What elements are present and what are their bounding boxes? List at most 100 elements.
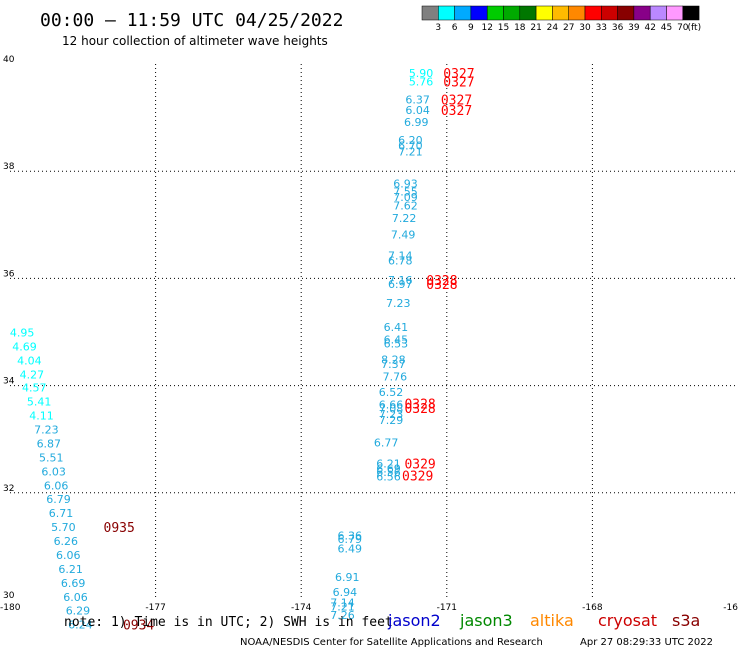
wave-height-label: 7.14 [330, 597, 355, 610]
wave-height-label: 6.49 [337, 543, 362, 556]
color-scale-label: 36 [612, 23, 624, 33]
color-swatch [421, 5, 439, 21]
x-tick-label: -168 [582, 603, 603, 613]
color-swatch [454, 5, 472, 21]
wave-height-label: 7.23 [379, 408, 404, 421]
color-scale-label: 30 [579, 23, 591, 33]
wave-height-label: 6.56 [376, 471, 401, 484]
wave-height-label: 7.29 [379, 414, 404, 427]
color-swatch [486, 5, 504, 21]
time-labels: 0327032703270327032803280328032803290329… [104, 67, 475, 634]
note-text: note: 1) Time is in UTC; 2) SWH is in fe… [64, 615, 393, 630]
wave-height-label: 6.79 [337, 533, 362, 546]
axis-ticks: -180 -177 -174 -171 -168 -16 30 32 34 36 38 40 [0, 55, 738, 613]
wave-height-label: 6.71 [49, 507, 74, 520]
wave-height-label: 5.76 [409, 76, 434, 89]
wave-height-label: 6.52 [379, 386, 404, 399]
wave-height-label: 6.70 [398, 139, 423, 152]
wave-height-label: 8.28 [381, 353, 406, 366]
wave-height-label: 7.26 [330, 609, 355, 622]
color-scale-label: 70 [677, 23, 689, 33]
color-scale-label: 6 [452, 23, 458, 33]
x-tick-label: -16 [723, 603, 738, 613]
wave-height-label: 7.21 [330, 600, 355, 613]
x-tick-label: -177 [145, 603, 165, 613]
color-swatch [649, 5, 667, 21]
wave-height-label: 6.20 [398, 134, 423, 147]
satellite-legend-s3a: s3a [672, 611, 700, 630]
satellite-legend-cryosat: cryosat [598, 611, 657, 630]
color-swatch [568, 5, 586, 21]
time-label: 0329 [402, 470, 433, 485]
x-tick-label: -180 [0, 603, 21, 613]
color-swatch [601, 5, 618, 21]
color-scale-legend: 3 6 9 12 15 18 21 24 27 30 33 36 39 42 45 70 (ft) [421, 5, 702, 33]
wave-height-label: 4.69 [12, 340, 37, 353]
time-label: 0329 [404, 457, 435, 472]
wave-height-label: 7.09 [393, 191, 418, 204]
color-swatch [552, 5, 569, 21]
wave-height-label: 6.79 [46, 493, 71, 506]
color-scale-unit: (ft) [688, 23, 702, 33]
wave-height-label: 6.78 [388, 255, 413, 268]
x-tick-label: -171 [437, 603, 457, 613]
wave-height-label: 7.23 [34, 424, 59, 437]
y-tick-label: 34 [3, 377, 15, 387]
wave-height-label: 6.03 [41, 465, 66, 478]
y-tick-label: 38 [3, 162, 15, 172]
chart-subtitle: 12 hour collection of altimeter wave hei… [62, 34, 328, 48]
wave-height-label: 7.76 [383, 370, 408, 383]
wave-height-label: 6.87 [37, 437, 62, 450]
time-label: 0935 [104, 521, 135, 536]
wave-height-label: 7.37 [381, 358, 406, 371]
wave-height-label: 6.56 [376, 466, 401, 479]
color-swatch [535, 5, 553, 21]
color-swatch [470, 5, 488, 21]
wave-height-label: 6.41 [384, 321, 409, 334]
wave-height-label: 5.70 [51, 521, 76, 534]
color-scale-label: 15 [498, 23, 509, 33]
y-tick-label: 40 [3, 55, 15, 65]
wave-height-label: 6.06 [63, 591, 88, 604]
credit-text: NOAA/NESDIS Center for Satellite Applica… [240, 637, 543, 648]
time-label: 0328 [404, 402, 435, 417]
color-swatch [617, 5, 635, 21]
wave-height-label: 6.26 [54, 535, 79, 548]
satellite-legend-jason3: jason3 [459, 611, 513, 630]
color-swatch [503, 5, 521, 21]
wave-height-label: 7.49 [391, 228, 416, 241]
wave-height-label: 7.22 [392, 212, 417, 225]
wave-height-label: 6.45 [384, 334, 409, 347]
wave-height-label: 6.93 [393, 178, 418, 191]
wave-height-label: 6.21 [376, 457, 401, 470]
color-scale-label: 18 [514, 23, 526, 33]
color-swatch [666, 5, 684, 21]
wave-height-label: 6.69 [376, 463, 401, 476]
y-tick-label: 30 [3, 591, 15, 601]
wave-height-label: 6.91 [335, 571, 360, 584]
satellite-legend: jason2 jason3 altika cryosat s3a [387, 611, 700, 630]
color-scale-label: 39 [628, 23, 640, 33]
color-swatch [633, 5, 651, 21]
wave-height-label: 6.29 [66, 605, 91, 618]
wave-height-label: 6.97 [388, 278, 413, 291]
time-label: 0327 [443, 76, 474, 91]
wave-height-label: 4.11 [29, 410, 54, 423]
wave-height-label: 7.16 [388, 274, 413, 287]
time-label: 0327 [441, 104, 472, 119]
wave-height-label: 4.27 [20, 368, 45, 381]
chart-title: 00:00 – 11:59 UTC 04/25/2022 [40, 10, 343, 31]
color-swatch [519, 5, 537, 21]
wave-height-label: 5.51 [39, 451, 64, 464]
wave-height-label: 5.41 [27, 396, 52, 409]
wave-height-label: 6.53 [384, 337, 409, 350]
wave-height-label: 6.24 [68, 619, 93, 632]
color-scale-label: 12 [481, 23, 492, 33]
color-scale-label: 9 [468, 23, 474, 33]
time-label: 0328 [404, 397, 435, 412]
y-tick-label: 36 [3, 269, 15, 279]
wave-height-label: 6.37 [405, 93, 430, 106]
time-label: 0328 [426, 274, 457, 289]
wave-height-label: 6.99 [404, 116, 429, 129]
